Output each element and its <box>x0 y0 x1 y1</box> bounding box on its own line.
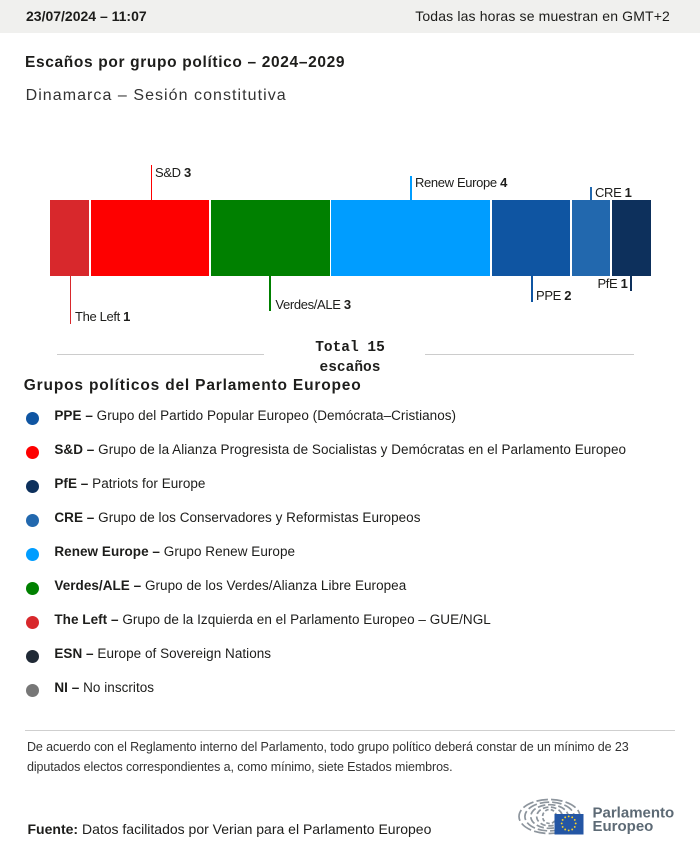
svg-text:Parlamento: Parlamento <box>593 805 675 822</box>
svg-text:Europeo: Europeo <box>593 818 654 835</box>
